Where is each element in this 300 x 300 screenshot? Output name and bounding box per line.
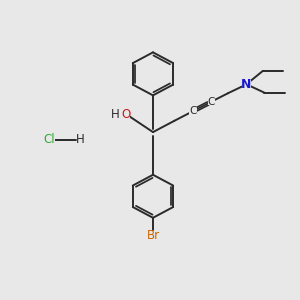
Text: H: H xyxy=(76,133,84,146)
Bar xyxy=(148,231,158,239)
Text: N: N xyxy=(241,78,252,91)
Text: H: H xyxy=(110,108,119,121)
Bar xyxy=(111,110,118,118)
Text: C: C xyxy=(208,97,215,106)
Bar xyxy=(44,135,55,144)
Bar xyxy=(122,110,130,118)
Bar xyxy=(208,98,215,105)
Bar xyxy=(76,136,83,143)
Text: Cl: Cl xyxy=(43,133,55,146)
Bar xyxy=(242,80,250,88)
Text: O: O xyxy=(122,108,131,121)
Bar xyxy=(189,107,197,115)
Text: Br: Br xyxy=(146,229,160,242)
Text: C: C xyxy=(189,106,197,116)
